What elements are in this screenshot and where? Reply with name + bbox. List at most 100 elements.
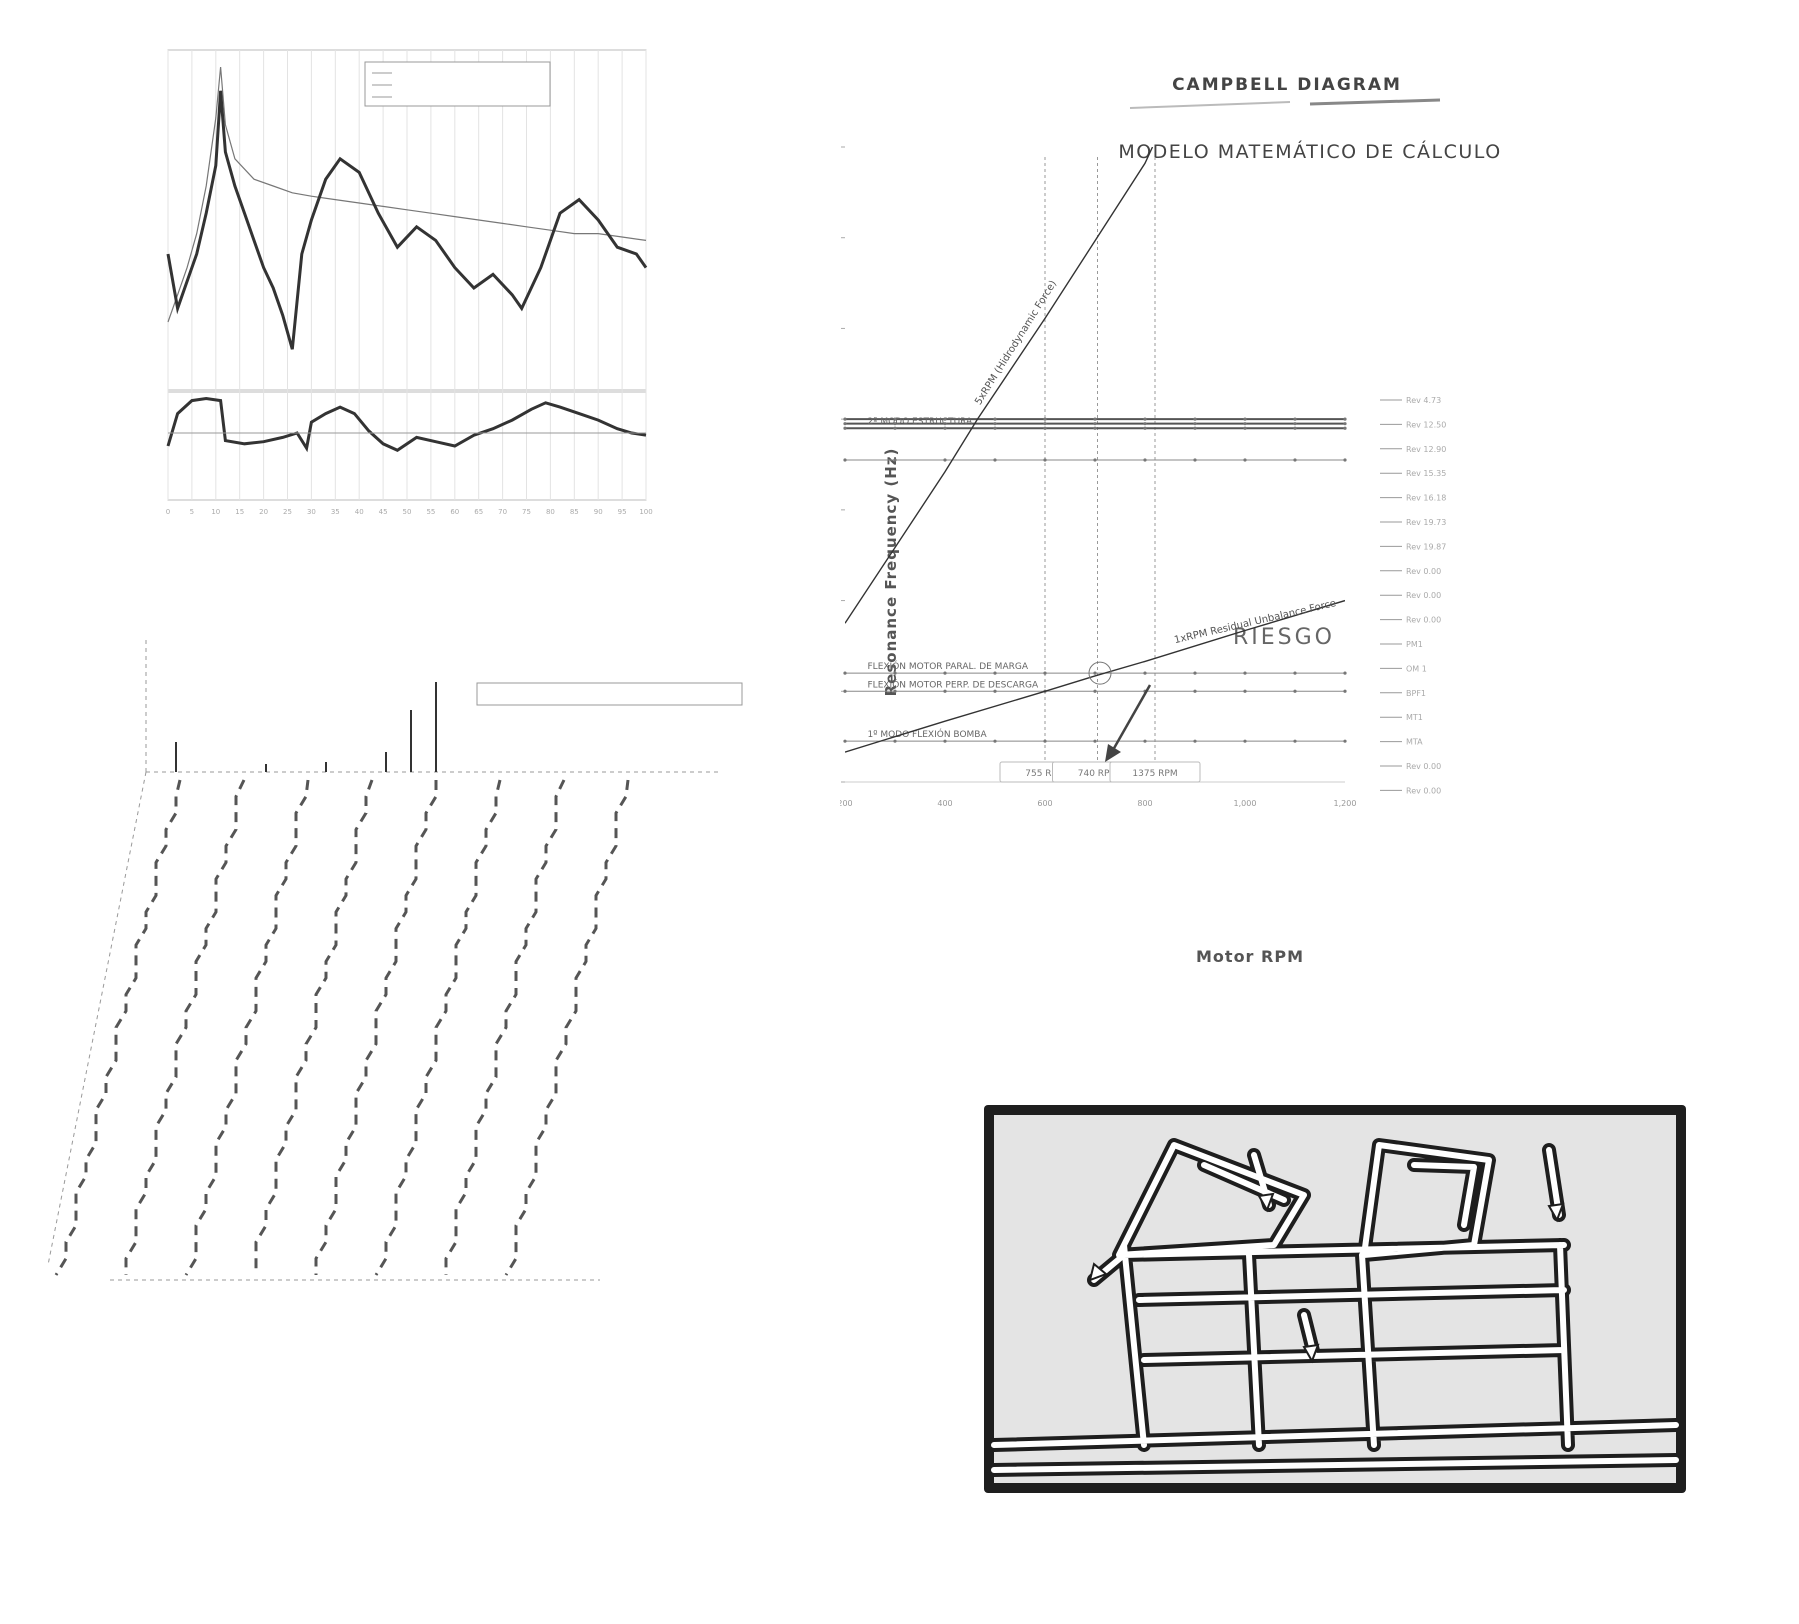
campbell-mode-marker xyxy=(1193,671,1197,675)
frf-x-tick-label: 95 xyxy=(618,508,627,516)
campbell-series-label: 5xRPM (Hidrodynamic Force) xyxy=(973,279,1059,407)
campbell-mode-marker xyxy=(1043,426,1047,430)
campbell-legend-label: MT1 xyxy=(1406,713,1423,722)
campbell-mode-marker xyxy=(1193,417,1197,421)
campbell-legend-label: OM 1 xyxy=(1406,664,1427,673)
campbell-series-line xyxy=(845,147,1154,624)
frf-x-tick-label: 25 xyxy=(283,508,292,516)
campbell-mode-marker xyxy=(1093,671,1097,675)
title-underline xyxy=(1129,101,1291,109)
campbell-mode-marker xyxy=(1193,426,1197,430)
campbell-mode-marker xyxy=(893,458,897,462)
campbell-series-line xyxy=(845,599,1345,753)
frf-x-tick-label: 100 xyxy=(639,508,652,516)
campbell-mode-marker xyxy=(843,422,847,426)
campbell-mode-marker xyxy=(993,417,997,421)
campbell-subtitle: MODELO MATEMÁTICO DE CÁLCULO xyxy=(1118,140,1501,163)
frf-phase-line xyxy=(166,396,647,453)
campbell-mode-marker xyxy=(1093,458,1097,462)
risk-arrow xyxy=(1111,684,1152,751)
campbell-mode-marker xyxy=(943,689,947,693)
frf-x-tick-label: 40 xyxy=(355,508,364,516)
campbell-x-tick-label: 600 xyxy=(1037,799,1052,808)
campbell-mode-marker xyxy=(1343,426,1347,430)
campbell-mode-marker xyxy=(1043,422,1047,426)
risk-arrow-head xyxy=(1105,744,1121,762)
campbell-mode-marker xyxy=(943,739,947,743)
campbell-mode-marker xyxy=(1193,739,1197,743)
campbell-mode-marker xyxy=(1243,671,1247,675)
campbell-mode-marker xyxy=(943,458,947,462)
waterfall-trace xyxy=(444,779,566,1275)
frf-mag-line xyxy=(167,66,647,323)
campbell-mode-marker xyxy=(1343,422,1347,426)
frf-x-tick-label: 35 xyxy=(331,508,340,516)
campbell-mode-marker xyxy=(843,458,847,462)
arrow-icon xyxy=(1088,1192,1565,1364)
campbell-mode-marker xyxy=(893,417,897,421)
waterfall-legend-box xyxy=(476,682,743,706)
campbell-mode-marker xyxy=(1293,739,1297,743)
mode-lines xyxy=(991,1142,1679,1473)
campbell-mode-marker xyxy=(1293,671,1297,675)
waterfall-chart xyxy=(40,640,840,1500)
campbell-mode-marker xyxy=(1243,458,1247,462)
campbell-mode-marker xyxy=(1143,426,1147,430)
campbell-legend-label: Rev 0.00 xyxy=(1406,762,1441,771)
mode-shape-image xyxy=(984,1105,1686,1493)
campbell-legend-label: Rev 19.87 xyxy=(1406,542,1446,551)
campbell-mode-marker xyxy=(943,422,947,426)
campbell-mode-marker xyxy=(1143,671,1147,675)
campbell-mode-marker xyxy=(1243,689,1247,693)
campbell-legend-label: Rev 16.18 xyxy=(1406,494,1446,503)
campbell-series-group xyxy=(845,147,1345,753)
campbell-mode-marker xyxy=(1243,422,1247,426)
campbell-mode-marker xyxy=(1043,417,1047,421)
frf-x-tick-label: 80 xyxy=(546,508,555,516)
campbell-mode-marker xyxy=(1193,458,1197,462)
campbell-mode-marker xyxy=(1193,422,1197,426)
campbell-mode-marker xyxy=(843,739,847,743)
campbell-mode-marker xyxy=(943,417,947,421)
campbell-mode-marker xyxy=(993,422,997,426)
frf-legend-box xyxy=(364,61,551,107)
frf-x-tick-label: 0 xyxy=(166,508,170,516)
campbell-mode-marker xyxy=(1043,458,1047,462)
frf-x-tick-label: 55 xyxy=(426,508,435,516)
campbell-mode-marker xyxy=(1293,426,1297,430)
campbell-mode-marker xyxy=(993,671,997,675)
campbell-mode-marker xyxy=(943,426,947,430)
frf-x-tick-label: 90 xyxy=(594,508,603,516)
campbell-mode-marker xyxy=(1093,739,1097,743)
campbell-mode-label: 1º MODO FLEXIÓN BOMBA xyxy=(868,728,988,740)
campbell-mode-marker xyxy=(1143,739,1147,743)
frf-x-tick-label: 75 xyxy=(522,508,531,516)
frf-x-tick-label: 85 xyxy=(570,508,579,516)
campbell-mode-marker xyxy=(893,671,897,675)
campbell-mode-marker xyxy=(1193,689,1197,693)
frf-x-tick-label: 50 xyxy=(403,508,412,516)
campbell-legend-label: Rev 12.50 xyxy=(1406,420,1446,429)
campbell-mode-marker xyxy=(1043,671,1047,675)
campbell-legend-label: Rev 0.00 xyxy=(1406,616,1441,625)
waterfall-trace xyxy=(254,779,374,1275)
waterfall-trace xyxy=(124,779,246,1275)
frf-x-tick-label: 70 xyxy=(498,508,507,516)
waterfall-trace xyxy=(504,779,630,1276)
campbell-legend-label: BPF1 xyxy=(1406,689,1426,698)
waterfall-svg xyxy=(47,640,743,1281)
campbell-legend-label: PM1 xyxy=(1406,640,1423,649)
frf-x-tick-label: 30 xyxy=(307,508,316,516)
frf-x-tick-label: 60 xyxy=(450,508,459,516)
frf-mag-line xyxy=(166,90,648,350)
campbell-mode-marker xyxy=(1343,458,1347,462)
frf-x-tick-label: 5 xyxy=(190,508,194,516)
campbell-mode-marker xyxy=(1343,417,1347,421)
waterfall-trace xyxy=(314,780,438,1275)
campbell-diagram: CAMPBELL DIAGRAM MODELO MATEMÁTICO DE CÁ… xyxy=(812,60,1640,990)
campbell-mode-marker xyxy=(843,689,847,693)
campbell-mode-marker xyxy=(1243,739,1247,743)
campbell-legend-label: Rev 12.90 xyxy=(1406,445,1446,454)
campbell-x-tick-label: 200 xyxy=(840,799,853,808)
campbell-mode-label: 2º MODO ESTRUCTURA xyxy=(868,417,974,427)
